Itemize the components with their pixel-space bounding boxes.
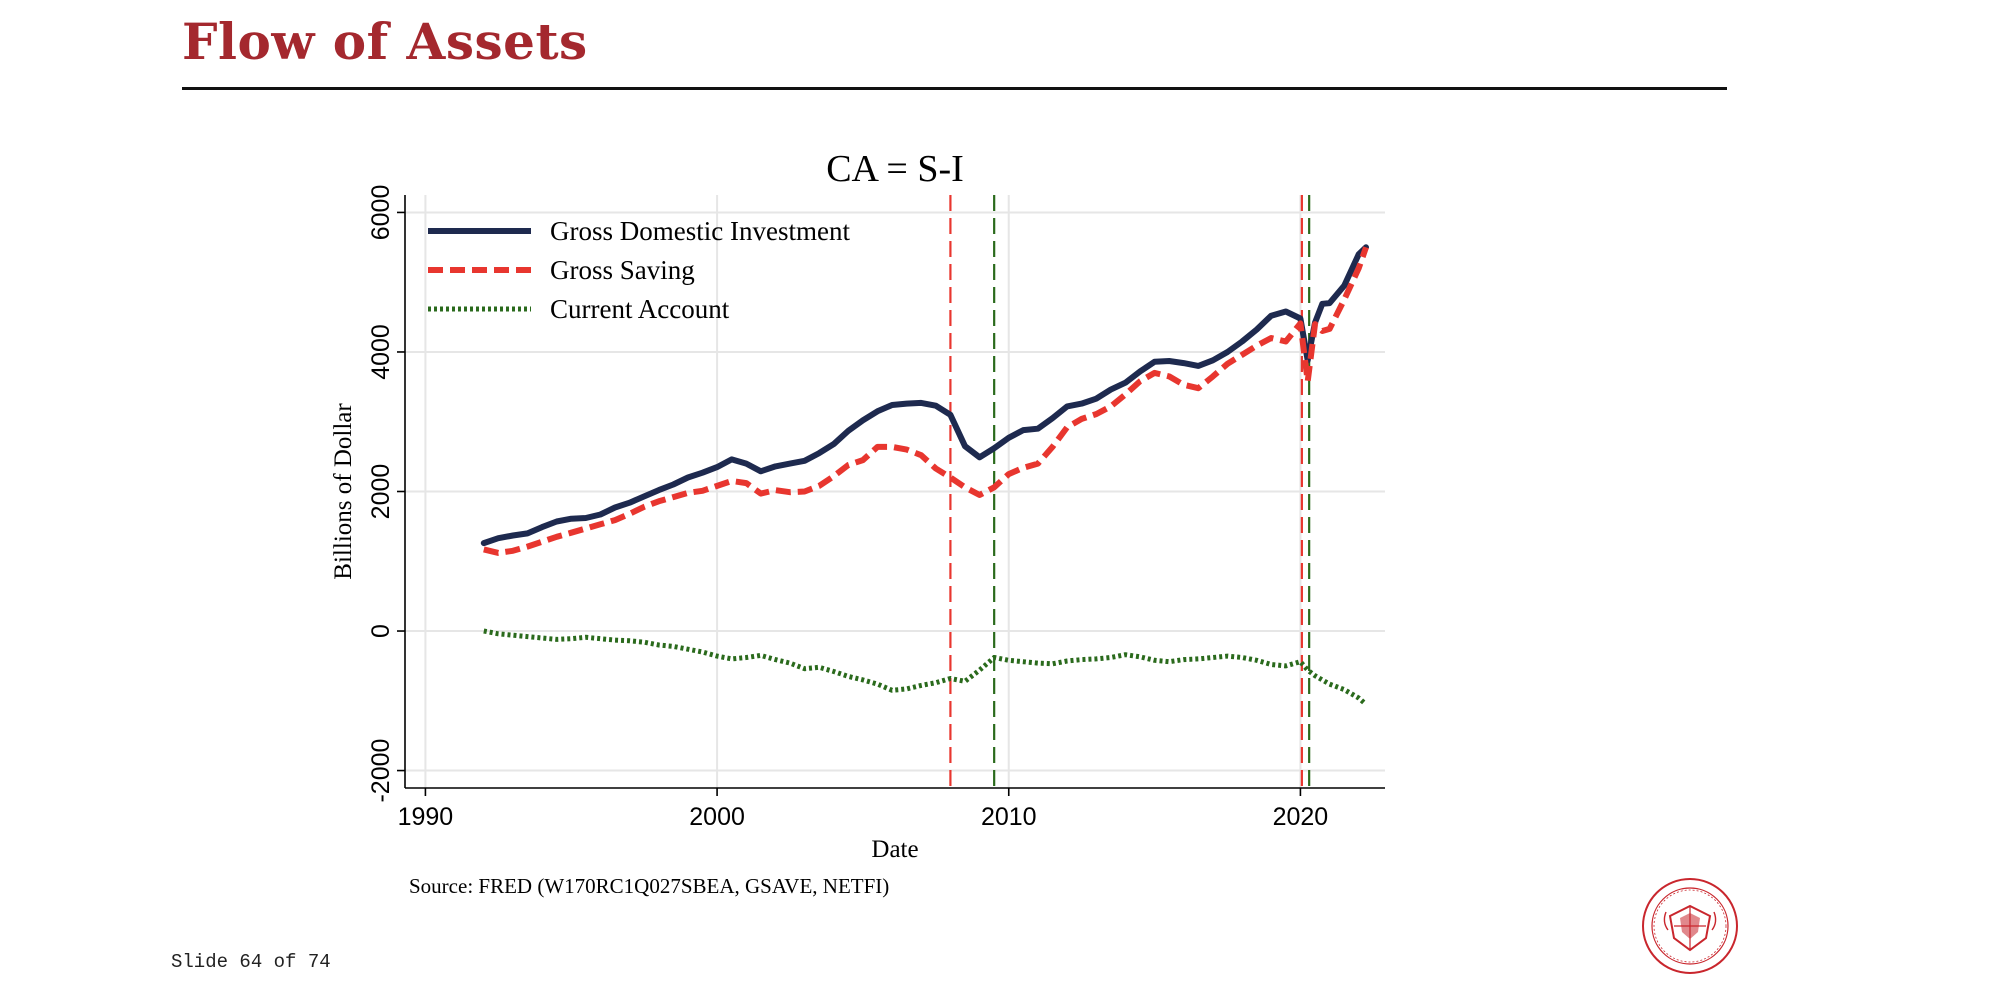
- x-axis-title: Date: [871, 836, 918, 863]
- title-rule: [182, 87, 1727, 90]
- series-line-1: [480, 244, 1369, 547]
- y-tick-label: 0: [367, 624, 395, 638]
- x-tick-label: 2010: [981, 803, 1037, 831]
- x-tick-label: 1990: [398, 803, 454, 831]
- y-tick-label: 4000: [367, 324, 395, 380]
- chart-source-note: Source: FRED (W170RC1Q027SBEA, GSAVE, NE…: [409, 874, 890, 898]
- x-tick-label: 2020: [1273, 803, 1329, 831]
- y-tick-label: 2000: [367, 464, 395, 520]
- slide-title: Flow of Assets: [182, 12, 588, 71]
- x-tick-label: 2000: [689, 803, 745, 831]
- university-seal-icon: [1642, 878, 1738, 974]
- y-tick-label: 6000: [367, 185, 395, 241]
- legend-label: Gross Saving: [550, 255, 695, 285]
- y-axis-title: Billions of Dollar: [330, 403, 357, 580]
- series-line-2: [483, 246, 1369, 556]
- chart-title: CA = S-I: [826, 148, 964, 190]
- legend-label: Current Account: [550, 294, 730, 324]
- slide-number: Slide 64 of 74: [171, 951, 331, 973]
- legend-label: Gross Domestic Investment: [550, 216, 850, 246]
- series-line-3: [483, 628, 1368, 707]
- y-tick-label: -2000: [367, 739, 395, 803]
